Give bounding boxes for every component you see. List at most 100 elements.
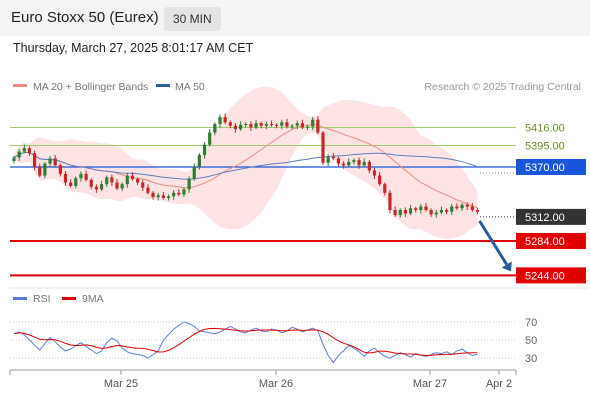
candle	[424, 203, 428, 212]
candle	[228, 120, 232, 129]
chart-title: Euro Stoxx 50 (Eurex)	[11, 9, 159, 26]
rsi-tick-50: 50	[525, 335, 537, 347]
candle	[12, 155, 16, 164]
candle	[305, 124, 310, 131]
candle	[254, 119, 258, 130]
header-bar: Euro Stoxx 50 (Eurex) 30 MIN	[0, 0, 590, 36]
candle	[223, 113, 227, 124]
level-tag-5312-00	[516, 208, 586, 225]
candle	[321, 130, 325, 166]
candle	[383, 182, 387, 196]
candle	[166, 194, 171, 201]
candle	[419, 203, 423, 214]
candle	[445, 208, 449, 215]
candle	[465, 202, 469, 210]
candle	[74, 176, 78, 189]
forecast-arrow-head	[501, 261, 512, 272]
candle	[388, 190, 392, 214]
candle	[69, 179, 73, 188]
candle	[300, 119, 304, 130]
rsi-ma-legend-swatch	[62, 297, 76, 300]
level-tag-5244-00	[516, 267, 586, 284]
candle	[125, 173, 129, 188]
candle	[22, 144, 26, 154]
forecast-arrow	[478, 220, 512, 272]
candle	[460, 203, 464, 211]
candle	[326, 154, 330, 167]
moving-averages	[13, 123, 478, 209]
candle	[352, 158, 356, 165]
rsi-tick-30: 30	[525, 353, 537, 365]
candle	[53, 154, 57, 167]
bollinger-legend-label: MA 20 + Bollinger Bands	[33, 81, 148, 93]
candle	[280, 119, 284, 130]
candle	[342, 160, 346, 169]
candle	[48, 155, 52, 167]
x-tick-label: Mar 27	[413, 378, 447, 390]
candle	[79, 171, 83, 182]
candle	[192, 163, 196, 181]
level-tag-5370-00	[516, 159, 586, 175]
candle	[393, 206, 397, 217]
bollinger-band	[14, 86, 478, 240]
candle	[372, 167, 377, 180]
interval-button[interactable]: 30 MIN	[164, 7, 221, 31]
candle	[161, 191, 165, 200]
level-label-5284-00: 5284.00	[525, 236, 565, 248]
candle	[244, 122, 248, 128]
x-tick-label: Apr 2	[486, 378, 512, 390]
candle	[63, 171, 68, 186]
candle	[172, 190, 176, 200]
candle	[136, 177, 140, 186]
candle	[218, 114, 222, 128]
candle	[408, 204, 413, 216]
candle	[84, 170, 88, 182]
candle	[398, 208, 402, 218]
x-axis: Mar 25 Mar 26 Mar 27 Apr 2	[9, 369, 517, 390]
price-levels	[10, 126, 516, 277]
rsi-line	[13, 321, 478, 364]
candle	[187, 176, 191, 193]
rsi-tick-70: 70	[525, 317, 537, 329]
level-tag-5284-00	[516, 232, 586, 249]
candle	[470, 203, 474, 212]
bollinger-legend-swatch	[13, 84, 27, 87]
candle	[331, 153, 335, 161]
candle	[99, 180, 104, 192]
rsi-panel: 70 50 30	[10, 317, 537, 365]
candle	[295, 120, 299, 130]
candle	[38, 163, 42, 178]
x-tick-label: Mar 25	[104, 378, 138, 390]
candle	[182, 187, 186, 198]
candle	[110, 174, 114, 186]
candle	[17, 148, 21, 161]
candle	[403, 207, 407, 217]
candle	[120, 182, 124, 192]
ma50-line	[13, 151, 478, 180]
candle	[275, 123, 279, 129]
candle	[439, 206, 444, 215]
candle	[33, 150, 37, 171]
candle	[249, 121, 253, 131]
level-label-5370-00: 5370.00	[525, 162, 565, 174]
candle	[239, 121, 243, 131]
candles	[12, 113, 480, 218]
candle	[414, 206, 418, 213]
rsi-ma-line	[13, 327, 478, 357]
rsi-legend-label: RSI	[33, 293, 51, 305]
candle	[151, 191, 155, 200]
rsi-ma-legend-label: 9MA	[82, 293, 104, 305]
candle	[290, 124, 294, 130]
candle	[269, 120, 274, 127]
candle	[357, 157, 361, 169]
chart-datetime: Thursday, March 27, 2025 8:01:17 AM CET	[13, 41, 254, 55]
candle	[156, 192, 160, 201]
forecast-arrow-shaft	[478, 220, 509, 266]
candle	[130, 172, 135, 181]
candle	[197, 153, 201, 170]
candle	[115, 179, 119, 191]
candle	[213, 122, 217, 136]
candle	[311, 117, 315, 131]
candle	[362, 158, 366, 167]
